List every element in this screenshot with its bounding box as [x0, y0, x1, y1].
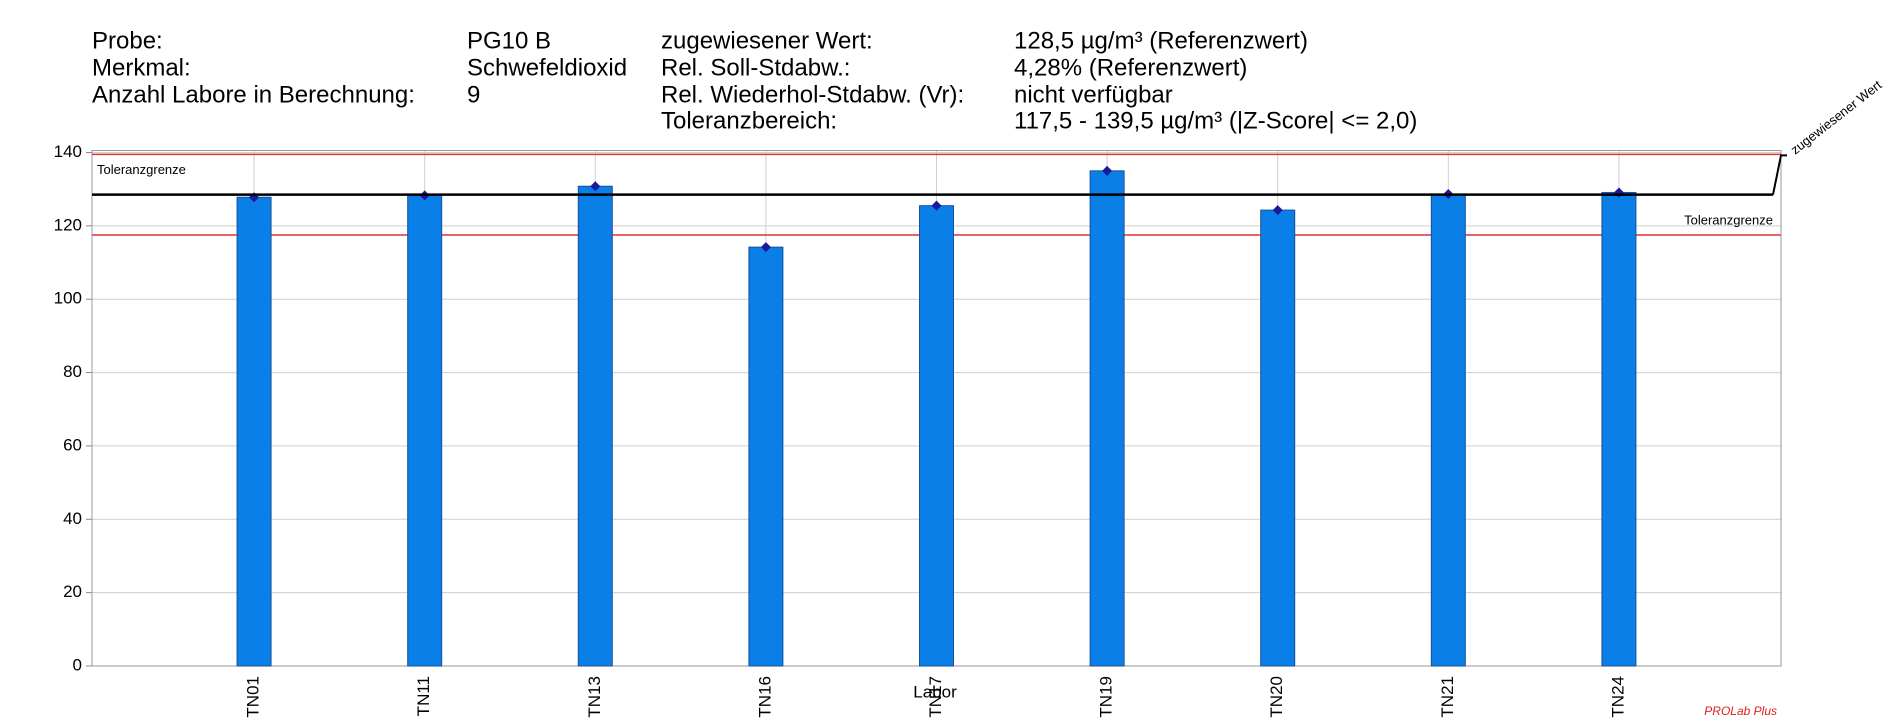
marker [760, 242, 771, 253]
header-cell: Anzahl Labore in Berechnung: [92, 81, 415, 108]
header-cell: Probe: [92, 27, 163, 54]
bar [919, 205, 954, 667]
bar [407, 194, 443, 667]
y-tick-label: 100 [54, 289, 82, 308]
header-cell: Rel. Soll-Stdabw.: [661, 54, 850, 81]
x-tick-label: TN17 [926, 676, 945, 718]
assigned-label: zugewiesener Wert [1788, 77, 1885, 157]
bar [748, 246, 784, 667]
header-cell: nicht verfügbar [1014, 81, 1173, 108]
y-tick-label: 60 [63, 435, 82, 454]
marker [590, 181, 601, 192]
x-tick-label: TN21 [1438, 676, 1457, 718]
header-cell: Schwefeldioxid [467, 54, 627, 81]
marker [931, 200, 942, 211]
y-tick-label: 0 [73, 655, 82, 674]
assigned-connector [1772, 154, 1787, 195]
header-cell: Toleranzbereich: [661, 107, 837, 134]
x-tick-label: TN24 [1608, 676, 1627, 718]
header-cell: zugewiesener Wert: [661, 27, 873, 54]
x-tick-label: TN16 [755, 676, 774, 718]
x-tick-label: TN20 [1267, 676, 1286, 718]
x-tick-label: TN13 [585, 676, 604, 718]
x-tick-label: TN01 [244, 676, 263, 718]
bar [1430, 193, 1466, 667]
bar [1601, 191, 1637, 667]
header-cell: 9 [467, 81, 480, 108]
y-tick-label: 80 [63, 362, 82, 381]
header-cell: Rel. Wiederhol-Stdabw. (Vr): [661, 81, 964, 108]
bar [1089, 170, 1125, 667]
bar [236, 196, 272, 667]
y-tick-label: 120 [54, 215, 82, 234]
x-tick-label: TN11 [414, 676, 433, 716]
y-tick-label: 40 [63, 509, 82, 528]
header-cell: Merkmal: [92, 54, 191, 81]
marker [1102, 165, 1113, 176]
footer: PROLab Plus [1704, 704, 1777, 718]
bar [577, 185, 613, 667]
y-tick-label: 20 [63, 582, 82, 601]
marker [1272, 205, 1283, 216]
tolerance-label: Toleranzgrenze [97, 162, 186, 177]
x-axis-label: Labor [913, 682, 957, 701]
header-cell: PG10 B [467, 27, 551, 54]
x-tick-label: TN19 [1097, 676, 1116, 718]
header-cell: 4,28% (Referenzwert) [1014, 54, 1247, 81]
header-cell: 128,5 µg/m³ (Referenzwert) [1014, 27, 1308, 54]
header-cell: 117,5 - 139,5 µg/m³ (|Z-Score| <= 2,0) [1014, 107, 1417, 134]
tolerance-label: Toleranzgrenze [1684, 212, 1773, 227]
y-tick-label: 140 [54, 142, 82, 161]
bar [1260, 209, 1296, 667]
